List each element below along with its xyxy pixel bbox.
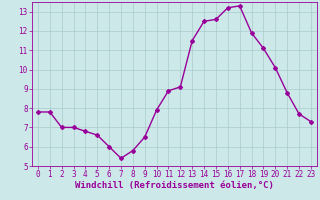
X-axis label: Windchill (Refroidissement éolien,°C): Windchill (Refroidissement éolien,°C) <box>75 181 274 190</box>
